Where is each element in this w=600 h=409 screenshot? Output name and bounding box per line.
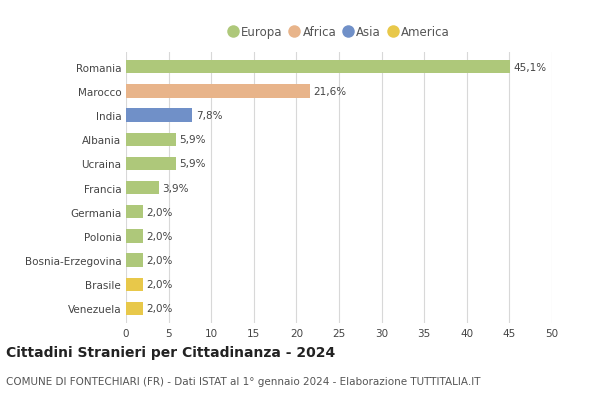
- Text: 21,6%: 21,6%: [313, 87, 347, 97]
- Bar: [126, 157, 176, 171]
- Bar: [126, 61, 510, 74]
- Legend: Europa, Africa, Asia, America: Europa, Africa, Asia, America: [226, 24, 452, 42]
- Text: 2,0%: 2,0%: [146, 303, 173, 314]
- Bar: [126, 230, 143, 243]
- Text: 5,9%: 5,9%: [179, 159, 206, 169]
- Bar: [126, 278, 143, 291]
- Bar: [126, 85, 310, 98]
- Bar: [126, 206, 143, 219]
- Bar: [126, 254, 143, 267]
- Bar: [126, 109, 193, 122]
- Bar: [126, 182, 159, 195]
- Text: 2,0%: 2,0%: [146, 231, 173, 241]
- Text: 7,8%: 7,8%: [196, 111, 223, 121]
- Bar: [126, 133, 176, 146]
- Text: 5,9%: 5,9%: [179, 135, 206, 145]
- Text: 2,0%: 2,0%: [146, 280, 173, 290]
- Bar: [126, 302, 143, 315]
- Text: 2,0%: 2,0%: [146, 207, 173, 217]
- Text: COMUNE DI FONTECHIARI (FR) - Dati ISTAT al 1° gennaio 2024 - Elaborazione TUTTIT: COMUNE DI FONTECHIARI (FR) - Dati ISTAT …: [6, 376, 481, 386]
- Text: 45,1%: 45,1%: [514, 63, 547, 73]
- Text: 2,0%: 2,0%: [146, 256, 173, 265]
- Text: 3,9%: 3,9%: [163, 183, 189, 193]
- Text: Cittadini Stranieri per Cittadinanza - 2024: Cittadini Stranieri per Cittadinanza - 2…: [6, 346, 335, 360]
